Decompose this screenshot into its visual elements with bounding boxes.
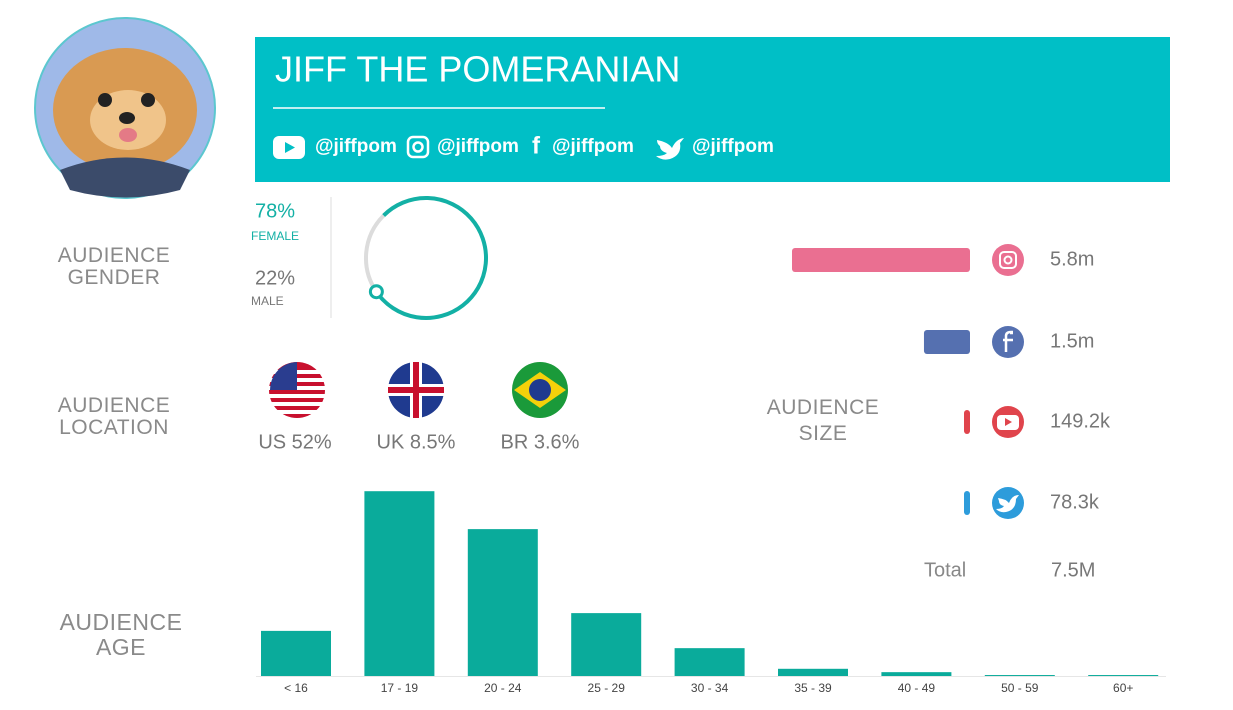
- size-value: 149.2k: [1050, 410, 1111, 432]
- age-bar: [261, 630, 331, 676]
- size-value: 5.8m: [1050, 248, 1094, 270]
- section-title: AUDIENCE SIZE: [766, 396, 880, 445]
- handle: @jiffpom: [315, 136, 397, 157]
- svg-text:f: f: [532, 132, 541, 159]
- icon: [996, 495, 1019, 513]
- section-title: AUDIENCE GENDER: [57, 244, 171, 289]
- age-label: 35 - 39: [794, 681, 832, 695]
- size-bar: [792, 248, 970, 272]
- location-label: UK 8.5%: [377, 431, 456, 453]
- gender-value: 22%: [255, 267, 295, 289]
- size-value: 1.5m: [1050, 330, 1094, 352]
- handle: @jiffpom: [552, 136, 634, 157]
- donut-arc: [374, 196, 488, 320]
- location-label: US 52%: [258, 431, 332, 453]
- size-value: 78.3k: [1050, 491, 1100, 513]
- age-bar: [778, 668, 848, 676]
- platform-icon: [992, 326, 1024, 358]
- age-bar: [364, 491, 435, 676]
- section-title: AUDIENCE AGE: [59, 609, 183, 660]
- gender-label: MALE: [251, 294, 284, 308]
- handle: @jiffpom: [437, 136, 519, 157]
- header-bg: [255, 37, 1170, 182]
- icon: [999, 251, 1017, 269]
- icon: [1005, 418, 1012, 426]
- age-bar: [1088, 675, 1159, 676]
- age-label: 30 - 34: [691, 681, 729, 695]
- gender-label: FEMALE: [251, 229, 299, 243]
- age-label: 50 - 59: [1001, 681, 1039, 695]
- platform-icon: [992, 244, 1024, 276]
- avatar: [34, 17, 216, 199]
- size-bar: [923, 330, 970, 354]
- section-title: AUDIENCE LOCATION: [57, 394, 171, 439]
- header-title: JIFF THE POMERANIAN: [275, 49, 680, 90]
- age-label: 60+: [1113, 681, 1133, 695]
- flags: [269, 362, 568, 418]
- total-value: 7.5M: [1051, 559, 1095, 581]
- age-bar: [571, 613, 642, 676]
- age-label: 25 - 29: [588, 681, 626, 695]
- age-bar: [984, 675, 1055, 676]
- age-label: 40 - 49: [898, 681, 936, 695]
- age-bar: [467, 529, 538, 676]
- location-label: BR 3.6%: [501, 431, 580, 453]
- icon: [1003, 255, 1013, 265]
- gender-value: 78%: [255, 200, 295, 222]
- age-bar: [881, 672, 952, 676]
- total-label: Total: [924, 559, 966, 581]
- age-label: 20 - 24: [484, 681, 522, 695]
- icon: [1003, 330, 1013, 352]
- handle: @jiffpom: [692, 136, 774, 157]
- age-label: < 16: [284, 681, 308, 695]
- donut-knob: [368, 284, 384, 300]
- donut-arc: [364, 214, 386, 293]
- size-bar: [964, 410, 970, 434]
- age-label: 17 - 19: [381, 681, 419, 695]
- age-bar: [674, 648, 745, 676]
- size-bar: [964, 491, 970, 515]
- social-icons: f: [273, 132, 684, 160]
